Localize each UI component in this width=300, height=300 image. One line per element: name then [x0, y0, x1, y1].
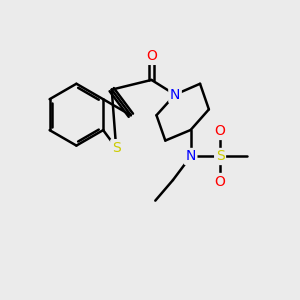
- Text: N: N: [170, 88, 180, 102]
- Text: N: N: [185, 149, 196, 164]
- Text: O: O: [214, 124, 226, 138]
- Text: O: O: [146, 50, 157, 63]
- Text: S: S: [112, 141, 121, 154]
- Text: O: O: [214, 175, 226, 188]
- Text: S: S: [216, 149, 224, 164]
